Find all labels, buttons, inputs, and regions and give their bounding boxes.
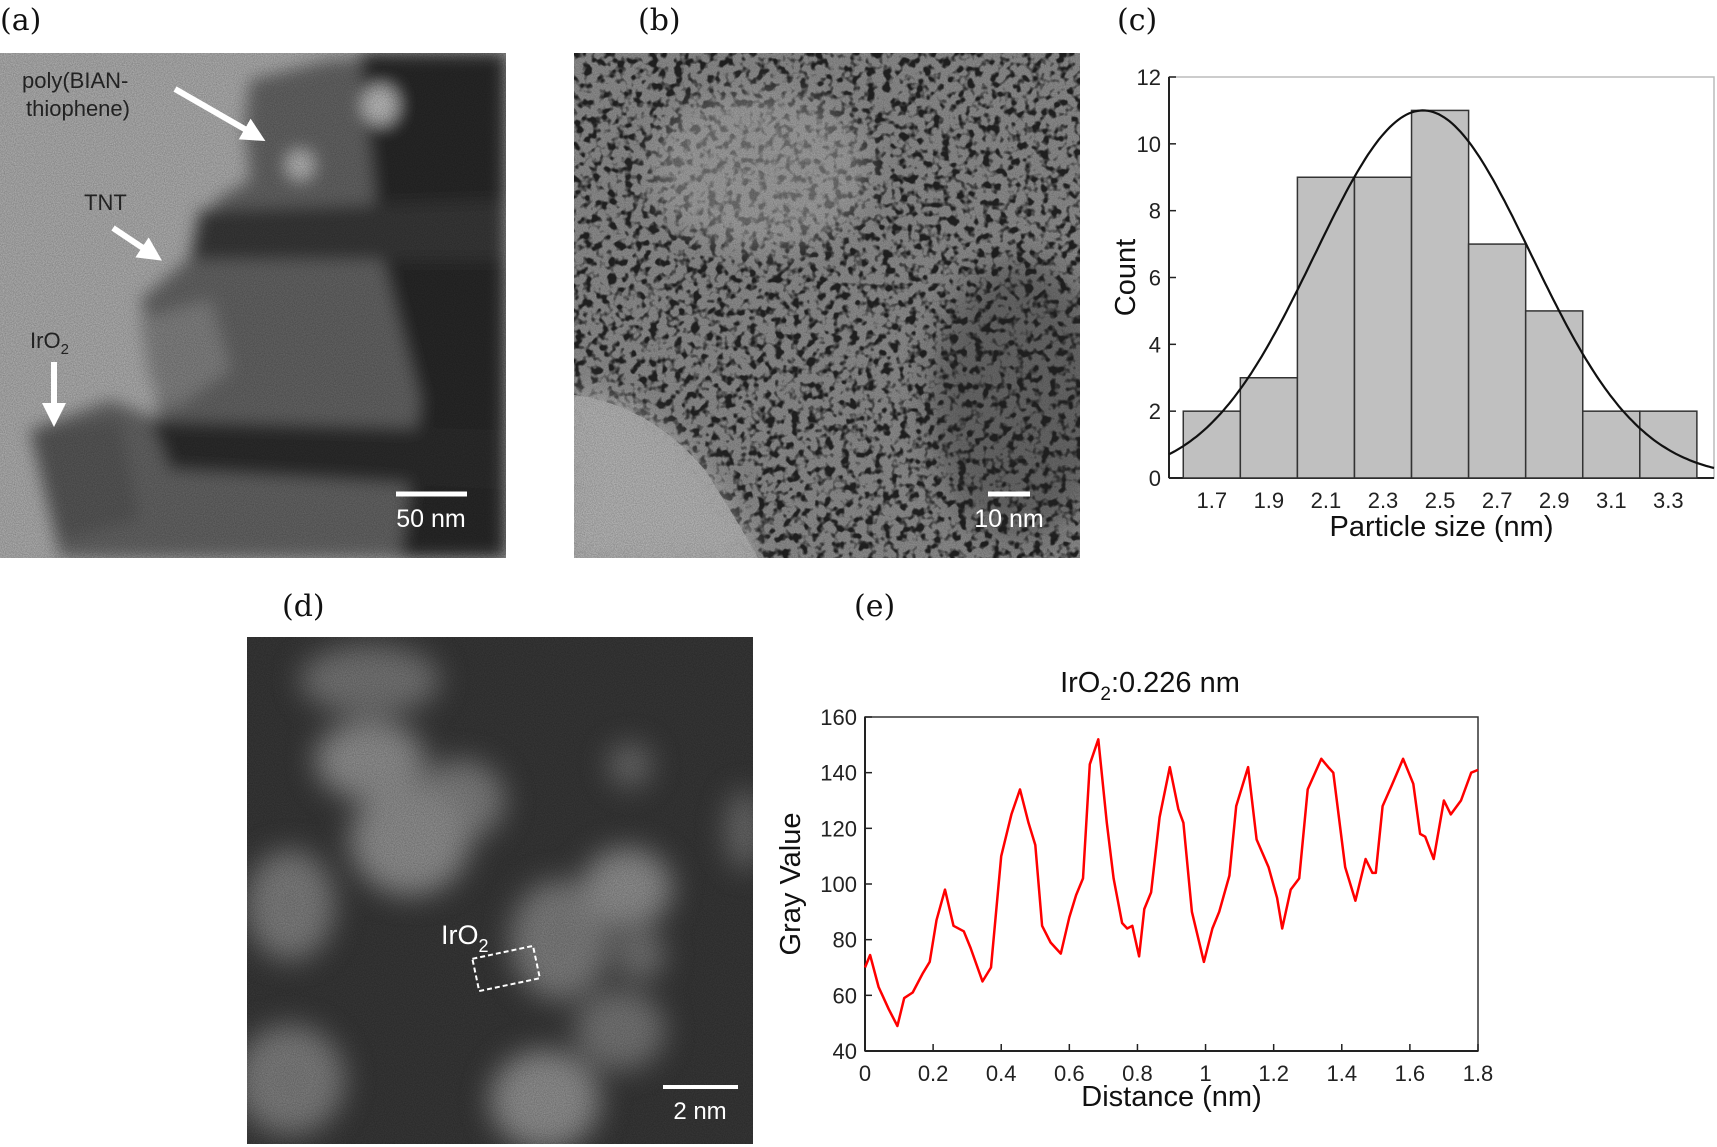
y-tick-label: 60 bbox=[833, 983, 857, 1008]
histogram-bar bbox=[1182, 410, 1242, 479]
y-tick-label: 140 bbox=[820, 761, 857, 786]
hrtem-image-d bbox=[247, 637, 753, 1144]
y-tick-label: 12 bbox=[1137, 65, 1161, 90]
x-tick-label: 1.9 bbox=[1254, 488, 1285, 513]
annotation-iro2-a: IrO2 bbox=[30, 328, 69, 427]
scale-bar-label-a: 50 nm bbox=[396, 505, 465, 533]
label-poly-line1: poly(BIAN- bbox=[22, 68, 128, 93]
x-tick-label: 1.2 bbox=[1258, 1061, 1289, 1086]
y-tick-label: 0 bbox=[1149, 466, 1161, 491]
histogram-bar bbox=[1410, 109, 1470, 479]
arrow-icon bbox=[111, 225, 162, 261]
panel-label-e: (e) bbox=[854, 589, 895, 624]
label-iro2: IrO bbox=[30, 328, 61, 353]
tem-image-a bbox=[0, 53, 506, 558]
x-tick-label: 3.1 bbox=[1596, 488, 1627, 513]
histogram-bar bbox=[1467, 243, 1527, 479]
annotation-tnt: TNT bbox=[84, 190, 162, 261]
histogram-bar bbox=[1296, 176, 1356, 479]
y-tick-label: 4 bbox=[1149, 332, 1161, 357]
panel-label-d: (d) bbox=[282, 589, 325, 624]
histogram-chart: 1.7 1.9 2.1 2.3 2.5 2.7 2.9 3.1 3.3 0 2 4 6 8 10 12 Part… bbox=[1110, 65, 1715, 543]
x-axis-label: Particle size (nm) bbox=[1330, 511, 1554, 543]
label-iro2-sub: 2 bbox=[61, 341, 69, 358]
y-tick-label: 120 bbox=[820, 816, 857, 841]
label-iro2-d: IrO2 bbox=[441, 920, 489, 956]
gray-value-line bbox=[863, 738, 1479, 1028]
plot-frame bbox=[864, 716, 1479, 1052]
x-tick-label: 2.3 bbox=[1368, 488, 1399, 513]
scale-bar-label-b: 10 nm bbox=[974, 505, 1043, 533]
x-tick-label: 0.2 bbox=[918, 1061, 949, 1086]
x-tick-label: 2.7 bbox=[1482, 488, 1513, 513]
annotation-poly-bian-thiophene: poly(BIAN- thiophene) bbox=[22, 68, 266, 141]
x-tick-label: 1.6 bbox=[1395, 1061, 1426, 1086]
x-tick-label: 1 bbox=[1199, 1061, 1211, 1086]
label-poly-line2: thiophene) bbox=[26, 96, 130, 121]
histogram-bar bbox=[1353, 176, 1413, 479]
x-tick-label: 1.7 bbox=[1197, 488, 1228, 513]
y-tick-label: 160 bbox=[820, 705, 857, 730]
panel-label-b: (b) bbox=[638, 3, 681, 38]
gaussian-fit-curve bbox=[1168, 109, 1715, 470]
histogram-bar bbox=[1639, 410, 1698, 479]
y-tick-label: 10 bbox=[1137, 132, 1161, 157]
x-tick-label: 0 bbox=[859, 1061, 871, 1086]
panel-label-a: (a) bbox=[0, 3, 41, 38]
x-tick-label: 0.4 bbox=[986, 1061, 1017, 1086]
y-axis-label: Count bbox=[1110, 239, 1142, 316]
line-profile-chart: 0 0.2 0.4 0.6 0.8 1 1.2 1.4 1.6 1.8 40 60 80 100 120 14… bbox=[775, 705, 1493, 1113]
label-tnt: TNT bbox=[84, 190, 127, 215]
x-tick-label: 2.1 bbox=[1311, 488, 1342, 513]
scale-bar-label-d: 2 nm bbox=[673, 1098, 726, 1125]
histogram-bar bbox=[1239, 377, 1299, 479]
x-tick-label: 3.3 bbox=[1653, 488, 1684, 513]
panel-label-c: (c) bbox=[1117, 3, 1157, 38]
y-tick-label: 40 bbox=[833, 1039, 857, 1064]
x-tick-label: 1.8 bbox=[1463, 1061, 1494, 1086]
y-tick-label: 6 bbox=[1149, 266, 1161, 291]
histogram-bar bbox=[1524, 310, 1584, 479]
x-tick-label: 2.5 bbox=[1425, 488, 1456, 513]
x-tick-label: 1.4 bbox=[1326, 1061, 1357, 1086]
y-tick-label: 2 bbox=[1149, 399, 1161, 424]
x-tick-label: 2.9 bbox=[1539, 488, 1570, 513]
y-tick-label: 80 bbox=[833, 928, 857, 953]
x-tick-label: 0.8 bbox=[1122, 1061, 1153, 1086]
y-tick-label: 100 bbox=[820, 872, 857, 897]
x-tick-label: 0.6 bbox=[1054, 1061, 1085, 1086]
x-axis-label: Distance (nm) bbox=[1081, 1081, 1262, 1113]
y-tick-label: 8 bbox=[1149, 199, 1161, 224]
chart-title-e: IrO2:0.226 nm bbox=[1060, 667, 1240, 705]
arrow-icon bbox=[173, 86, 266, 141]
y-axis-label: Gray Value bbox=[775, 813, 807, 956]
svg-text:IrO2: IrO2 bbox=[30, 328, 69, 358]
tem-image-b bbox=[574, 53, 1080, 558]
